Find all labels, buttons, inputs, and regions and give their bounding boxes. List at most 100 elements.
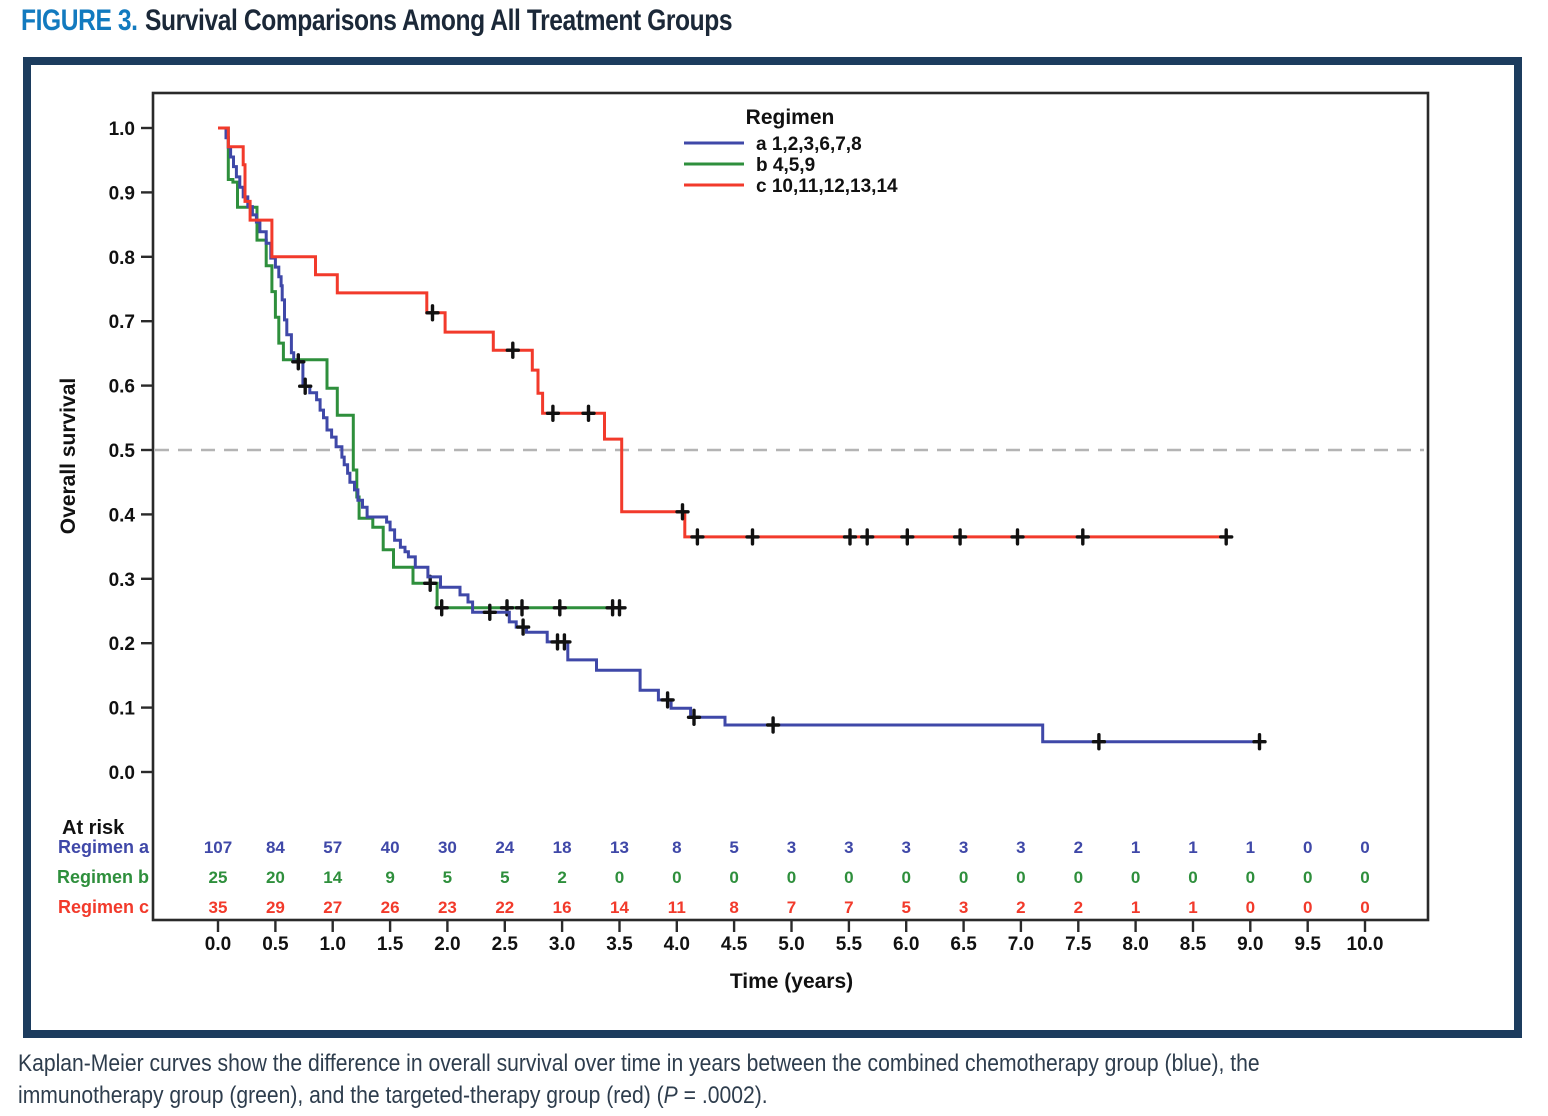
x-axis: 0.0 0.5 1.0 1.5 2.0 2.5 3.0 3.5 4.0 4.5 5.0 5.5 6.0 6… <box>205 920 1383 955</box>
x-tick-label: 5.5 <box>836 934 863 955</box>
at-risk-value: 0 <box>1303 868 1312 887</box>
at-risk-value: 0 <box>901 868 910 887</box>
x-tick-label: 8.5 <box>1180 934 1207 955</box>
at-risk-value: 25 <box>209 868 228 887</box>
at-risk-value: 7 <box>844 898 853 917</box>
at-risk-value: 0 <box>1360 838 1369 857</box>
x-tick-label: 8.0 <box>1122 934 1148 955</box>
censor-marks-regimen-c <box>425 304 1234 546</box>
at-risk-value: 22 <box>495 898 514 917</box>
at-risk-value: 3 <box>1016 838 1025 857</box>
at-risk-header: At risk <box>62 817 125 839</box>
at-risk-value: 1 <box>1131 898 1140 917</box>
at-risk-value: 40 <box>381 838 400 857</box>
figure-header: FIGURE 3. Survival Comparisons Among All … <box>21 4 733 38</box>
at-risk-value: 3 <box>959 838 968 857</box>
x-tick-label: 1.5 <box>377 934 404 955</box>
y-tick-label: 0.0 <box>109 763 135 784</box>
figure-title: Survival Comparisons Among All Treatment… <box>144 4 733 37</box>
curve-regimen-a <box>218 126 1260 744</box>
x-tick-label: 0.5 <box>262 934 289 955</box>
at-risk-value: 30 <box>438 838 457 857</box>
at-risk-value: 5 <box>443 868 452 887</box>
x-tick-label: 9.0 <box>1237 934 1263 955</box>
y-tick-label: 0.3 <box>109 570 135 591</box>
at-risk-value: 0 <box>1188 868 1197 887</box>
at-risk-value: 27 <box>323 898 342 917</box>
legend-title: Regimen <box>746 106 835 129</box>
at-risk-value: 23 <box>438 898 457 917</box>
at-risk-value: 0 <box>1074 868 1083 887</box>
at-risk-value: 2 <box>1074 838 1083 857</box>
at-risk-value: 29 <box>266 898 285 917</box>
at-risk-value: 57 <box>323 838 342 857</box>
y-tick-label: 0.8 <box>109 248 135 269</box>
y-tick-label: 0.2 <box>109 634 135 655</box>
curve-regimen-c <box>218 126 1227 539</box>
at-risk-value: 0 <box>1016 868 1025 887</box>
y-tick-label: 0.7 <box>109 312 135 333</box>
at-risk-value: 3 <box>787 838 796 857</box>
at-risk-value: 5 <box>729 838 738 857</box>
at-risk-value: 84 <box>266 838 285 857</box>
at-risk-value: 0 <box>1360 898 1369 917</box>
y-tick-label: 0.4 <box>109 505 136 526</box>
at-risk-value: 0 <box>1303 898 1312 917</box>
at-risk-value: 0 <box>729 868 738 887</box>
curve-regimen-b <box>218 126 620 610</box>
at-risk-value: 3 <box>959 898 968 917</box>
at-risk-row-label: Regimen c <box>58 897 149 917</box>
x-tick-label: 9.5 <box>1294 934 1321 955</box>
at-risk-value: 0 <box>787 868 796 887</box>
at-risk-value: 3 <box>844 838 853 857</box>
x-tick-label: 4.0 <box>664 934 690 955</box>
at-risk-value: 0 <box>672 868 681 887</box>
x-tick-label: 4.5 <box>721 934 748 955</box>
figure-caption: Kaplan-Meier curves show the difference … <box>18 1048 1532 1112</box>
at-risk-value: 1 <box>1188 838 1197 857</box>
at-risk-value: 0 <box>1246 898 1255 917</box>
at-risk-value: 11 <box>668 898 686 917</box>
at-risk-value: 18 <box>553 838 572 857</box>
legend-label: c 10,11,12,13,14 <box>756 176 898 197</box>
x-tick-label: 2.5 <box>492 934 519 955</box>
figure-label: FIGURE 3. <box>21 4 138 37</box>
plot-box <box>151 91 1430 922</box>
x-tick-label: 2.0 <box>434 934 460 955</box>
at-risk-value: 0 <box>1303 838 1312 857</box>
x-tick-label: 3.5 <box>606 934 633 955</box>
x-tick-label: 7.5 <box>1065 934 1092 955</box>
at-risk-value: 9 <box>385 868 394 887</box>
at-risk-value: 0 <box>615 868 624 887</box>
km-chart-svg: 1.0 0.9 0.8 0.7 0.6 0.5 0.4 0.3 0.2 0.1 0.0 Overall… <box>57 91 1430 993</box>
y-axis: 1.0 0.9 0.8 0.7 0.6 0.5 0.4 0.3 0.2 0.1 0.0 <box>109 119 153 784</box>
x-tick-label: 1.0 <box>319 934 345 955</box>
caption-p-value: = .0002). <box>677 1082 768 1110</box>
at-risk-value: 7 <box>787 898 796 917</box>
x-tick-label: 5.0 <box>778 934 804 955</box>
at-risk-value: 8 <box>672 838 681 857</box>
y-tick-label: 1.0 <box>109 119 135 140</box>
legend-label: a 1,2,3,6,7,8 <box>756 134 862 155</box>
at-risk-value: 16 <box>553 898 572 917</box>
at-risk-value: 0 <box>959 868 968 887</box>
x-tick-label: 3.0 <box>549 934 575 955</box>
at-risk-row-label: Regimen b <box>57 867 149 887</box>
at-risk-value: 2 <box>1074 898 1083 917</box>
y-tick-label: 0.6 <box>109 377 135 398</box>
at-risk-value: 107 <box>204 838 232 857</box>
at-risk-value: 13 <box>610 838 629 857</box>
censor-marks-regimen-b <box>423 574 627 617</box>
x-tick-label: 6.0 <box>893 934 919 955</box>
x-tick-label: 7.0 <box>1008 934 1034 955</box>
at-risk-value: 0 <box>844 868 853 887</box>
at-risk-value: 8 <box>729 898 738 917</box>
at-risk-value: 2 <box>1016 898 1025 917</box>
at-risk-value: 14 <box>323 868 342 887</box>
at-risk-value: 1 <box>1246 838 1255 857</box>
at-risk-value: 1 <box>1131 838 1140 857</box>
y-axis-title: Overall survival <box>57 378 80 534</box>
x-tick-label: 6.5 <box>950 934 977 955</box>
at-risk-value: 35 <box>209 898 228 917</box>
